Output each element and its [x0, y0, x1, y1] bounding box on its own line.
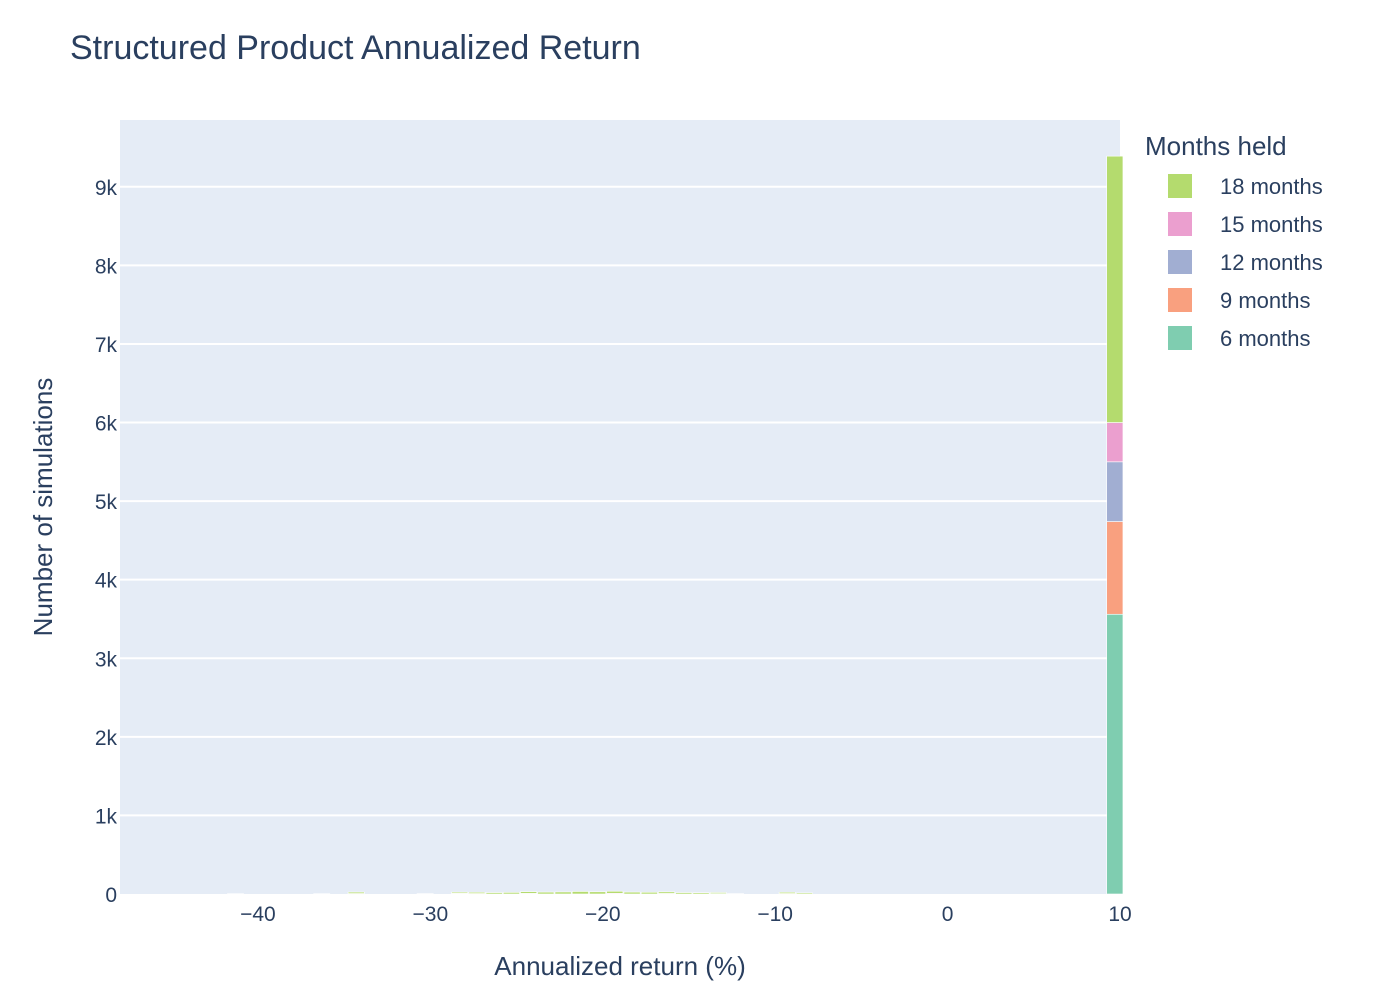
- y-tick-label: 6k: [95, 413, 118, 436]
- histogram-bar-18-months: [589, 891, 607, 895]
- histogram-bar-15-months: [1106, 422, 1124, 463]
- histogram-bar-18-months: [640, 891, 658, 895]
- x-tick-label: −30: [413, 903, 449, 926]
- histogram-bar-18-months: [709, 892, 727, 894]
- legend-swatch[interactable]: [1168, 288, 1192, 312]
- x-axis-title: Annualized return (%): [494, 951, 745, 981]
- histogram-bar-18-months: [675, 892, 693, 895]
- x-tick-label: −20: [585, 903, 621, 926]
- y-tick-label: 8k: [95, 255, 118, 278]
- histogram-bar-18-months: [692, 892, 710, 895]
- histogram-bar-18-months: [502, 892, 520, 895]
- legend-label[interactable]: 12 months: [1220, 250, 1323, 275]
- histogram-bar-18-months: [1106, 155, 1124, 423]
- histogram-bar-18-months: [520, 891, 538, 894]
- x-tick-label: 0: [942, 903, 954, 926]
- histogram-bar-18-months: [347, 891, 365, 894]
- histogram-bar-18-months: [451, 891, 469, 894]
- x-tick-label: −10: [757, 903, 793, 926]
- histogram-bar-9-months: [227, 893, 244, 895]
- gridlines: [120, 185, 1120, 817]
- y-tick-label: 1k: [95, 805, 118, 828]
- y-tick-label: 2k: [95, 727, 118, 750]
- histogram-bar-18-months: [796, 892, 813, 895]
- histogram-bar-9-months: [1106, 521, 1124, 615]
- legend-label[interactable]: 9 months: [1220, 288, 1311, 313]
- histogram-bar-15-months: [727, 893, 744, 895]
- histogram-bar-18-months: [778, 891, 796, 894]
- histogram-bar-6-months: [1106, 613, 1124, 895]
- bars: [227, 155, 1124, 895]
- x-tick-label: −40: [240, 903, 276, 926]
- y-tick-label: 5k: [95, 491, 118, 514]
- x-tick-label: 10: [1108, 903, 1131, 926]
- histogram-bar-18-months: [468, 891, 486, 894]
- legend-title: Months held: [1145, 131, 1287, 161]
- y-tick-label: 9k: [95, 177, 118, 200]
- histogram-bar-18-months: [554, 891, 572, 895]
- legend-label[interactable]: 15 months: [1220, 212, 1323, 237]
- y-tick-label: 0: [105, 884, 117, 907]
- histogram-bar-18-months: [571, 891, 589, 895]
- histogram-bar-18-months: [485, 892, 503, 895]
- legend-swatch[interactable]: [1168, 174, 1192, 198]
- histogram-bar-18-months: [537, 891, 555, 895]
- histogram-bar-18-months: [623, 891, 641, 895]
- legend-swatch[interactable]: [1168, 250, 1192, 274]
- histogram-bar-18-months: [606, 890, 624, 894]
- legend: Months held 18 months 15 months 12 months 9…: [1145, 131, 1323, 351]
- histogram-bar-9-months: [313, 893, 331, 895]
- legend-label[interactable]: 6 months: [1220, 326, 1311, 351]
- legend-swatch[interactable]: [1168, 212, 1192, 236]
- plot-area: [120, 120, 1120, 894]
- histogram-bar-12-months: [1106, 461, 1124, 522]
- histogram-bar-12-months: [416, 893, 434, 895]
- chart-title: Structured Product Annualized Return: [70, 29, 641, 67]
- x-axis-ticks: −40 −30 −20 −10 0 10: [240, 903, 1132, 926]
- histogram-bar-18-months: [658, 891, 675, 894]
- y-axis-title: Number of simulations: [28, 378, 58, 637]
- y-tick-label: 7k: [95, 334, 118, 357]
- legend-swatch[interactable]: [1168, 326, 1192, 350]
- y-tick-label: 3k: [95, 648, 118, 671]
- y-axis-ticks: 0 1k 2k 3k 4k 5k 6k 7k 8k 9k: [95, 177, 118, 907]
- y-tick-label: 4k: [95, 570, 118, 593]
- legend-label[interactable]: 18 months: [1220, 174, 1323, 199]
